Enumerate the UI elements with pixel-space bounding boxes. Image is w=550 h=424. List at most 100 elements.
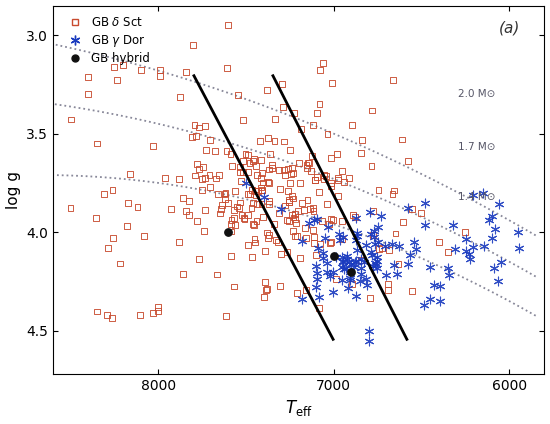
Point <box>338 236 346 243</box>
Point <box>257 184 266 191</box>
Point <box>389 77 398 84</box>
Point <box>227 221 236 228</box>
Point <box>383 287 392 293</box>
Point <box>342 265 351 271</box>
Point <box>305 219 314 226</box>
Point <box>314 244 322 251</box>
Point <box>245 159 254 166</box>
Point <box>347 122 356 128</box>
Point <box>103 245 112 251</box>
Point <box>289 195 298 202</box>
Point <box>288 165 296 172</box>
Y-axis label: log g: log g <box>6 171 20 209</box>
Point <box>222 313 230 320</box>
Point <box>241 179 250 186</box>
Point <box>393 271 402 278</box>
Point <box>327 216 336 223</box>
Point <box>206 137 215 143</box>
Point <box>288 212 296 218</box>
Point <box>223 65 232 72</box>
Point <box>293 233 301 240</box>
Point <box>125 171 134 178</box>
Point <box>200 123 209 130</box>
Point <box>356 149 365 156</box>
Point <box>229 215 238 221</box>
Point <box>351 214 360 220</box>
Point <box>385 247 394 254</box>
Point <box>404 260 412 267</box>
Point <box>244 242 253 249</box>
Point <box>436 298 444 305</box>
Point <box>202 146 211 153</box>
Point <box>218 201 227 208</box>
Point <box>238 117 247 124</box>
Point <box>338 167 347 174</box>
Point <box>382 271 390 278</box>
Point <box>224 199 233 206</box>
Point <box>288 228 297 235</box>
Point <box>345 174 354 181</box>
Point <box>294 208 302 215</box>
Point <box>265 232 273 238</box>
Point <box>358 137 367 144</box>
Point <box>408 205 416 212</box>
Point <box>298 199 307 206</box>
Point <box>368 252 377 259</box>
Point <box>221 195 230 202</box>
Point <box>261 287 270 294</box>
Point <box>222 147 231 154</box>
Point <box>309 205 318 212</box>
Point <box>264 134 273 141</box>
Point <box>91 214 100 221</box>
Point <box>373 238 382 245</box>
Point <box>319 176 328 183</box>
Point <box>403 157 412 164</box>
Point <box>200 175 209 182</box>
Point <box>313 110 322 117</box>
Point <box>298 237 306 244</box>
Point <box>469 191 477 198</box>
Point <box>283 216 292 223</box>
Point <box>515 244 524 251</box>
Point <box>240 216 249 223</box>
Point <box>214 172 223 179</box>
Point <box>235 199 244 206</box>
Point <box>324 224 333 231</box>
Point <box>136 312 145 319</box>
Point <box>153 304 162 310</box>
Point <box>137 67 146 73</box>
Point <box>315 305 323 312</box>
Point <box>479 243 488 249</box>
Point <box>249 220 257 227</box>
Point <box>323 269 332 276</box>
Point <box>349 212 358 219</box>
Point <box>340 179 349 186</box>
Point <box>368 208 377 215</box>
Point <box>378 245 387 251</box>
Point <box>148 310 157 317</box>
Point <box>360 259 368 265</box>
Point <box>323 130 332 137</box>
Point <box>493 278 502 285</box>
Point <box>244 190 252 197</box>
Point <box>258 170 267 176</box>
Point <box>310 217 318 223</box>
Point <box>346 261 355 268</box>
Point <box>343 252 352 259</box>
Point <box>356 256 365 263</box>
Point <box>310 234 318 240</box>
Point <box>421 221 430 228</box>
Point <box>340 265 349 272</box>
Point <box>306 206 315 212</box>
Point <box>333 176 342 183</box>
Point <box>333 175 342 181</box>
Point <box>315 293 324 300</box>
Point <box>366 230 375 237</box>
Point <box>262 285 271 292</box>
Point <box>227 253 235 260</box>
Point <box>253 171 262 178</box>
Point <box>469 243 477 250</box>
Legend: GB $\delta$ Sct, GB $\gamma$ Dor, GB hybrid: GB $\delta$ Sct, GB $\gamma$ Dor, GB hyb… <box>59 11 154 70</box>
Point <box>312 262 321 269</box>
Point <box>248 200 257 206</box>
